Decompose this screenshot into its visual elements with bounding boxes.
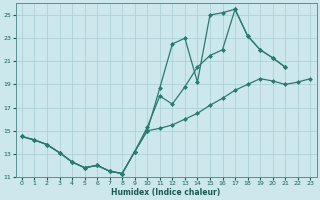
- X-axis label: Humidex (Indice chaleur): Humidex (Indice chaleur): [111, 188, 221, 197]
